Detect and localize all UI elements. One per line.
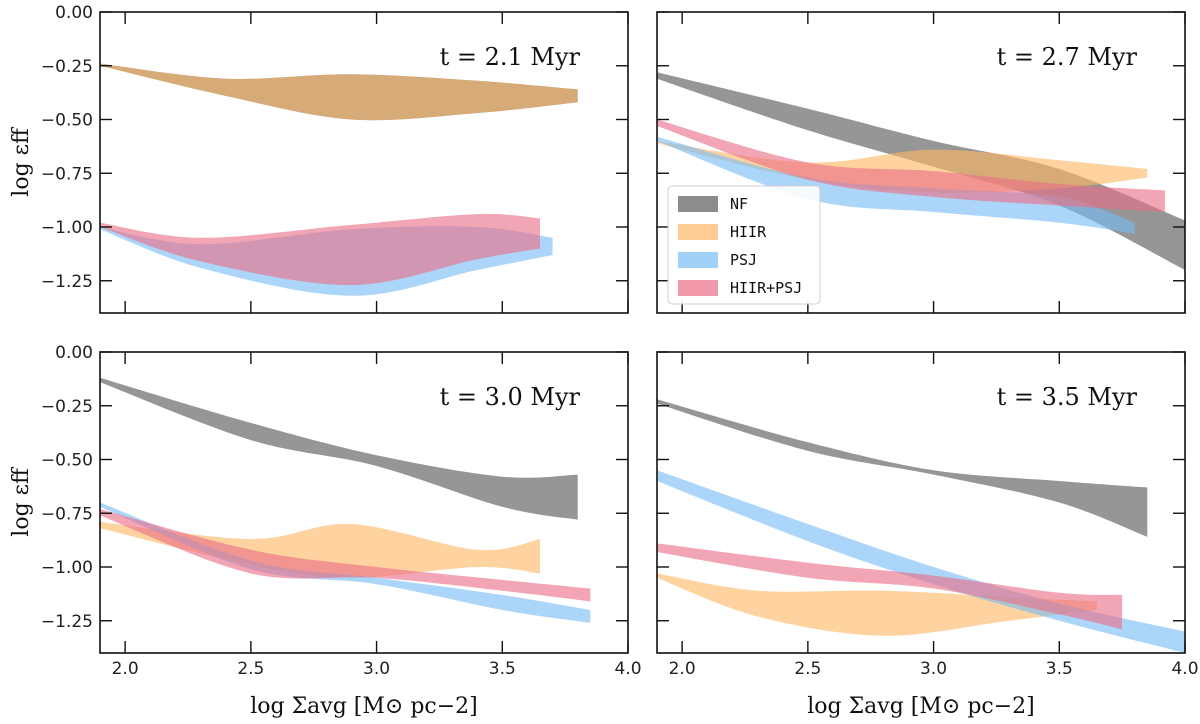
panel-time-label: t = 3.0 Myr <box>440 383 581 411</box>
band-psj <box>657 136 1135 234</box>
bands <box>657 72 1185 270</box>
x-tick-label: 4.0 <box>614 659 641 679</box>
legend-label-hiir-psj: HIIR+PSJ <box>730 279 802 297</box>
x-tick-label: 2.5 <box>794 659 821 679</box>
band-nf <box>657 399 1148 537</box>
panel-4: 2.0 2.5 3.0 3.5 4.0 t = 3.5 Myr log Σavg [M⊙ p… <box>656 351 1199 719</box>
band-hiir <box>657 573 1097 636</box>
panel-1: 0.00 −0.25 −0.50 −0.75 −1.00 −1.25 t = 2.1 Myr… <box>9 3 629 314</box>
x-axis-label: log Σavg [M⊙ pc−2] <box>250 694 478 719</box>
legend-swatch-psj <box>678 252 718 268</box>
y-tick-label: −0.50 <box>41 111 93 131</box>
legend-label-nf: NF <box>730 195 748 213</box>
y-tick-label: −0.25 <box>41 57 93 77</box>
band-nf <box>100 377 578 520</box>
legend-swatch-hiir <box>678 224 718 240</box>
x-tick-label: 2.5 <box>237 659 264 679</box>
axes-frame <box>656 11 1186 314</box>
bands <box>100 377 591 623</box>
y-tick-label: −0.75 <box>41 504 93 524</box>
y-axis-label: log εff <box>9 127 34 197</box>
band-hiir-psj <box>657 119 1165 212</box>
panel-3: 2.0 2.5 3.0 3.5 4.0 0.00 −0.25 −0.50 −0.75 −1.00 −… <box>9 343 642 719</box>
x-tick-label: 3.0 <box>363 659 390 679</box>
legend-swatch-nf <box>678 196 718 212</box>
y-tick-label: −0.50 <box>41 451 93 471</box>
x-tick-label: 3.5 <box>1046 659 1073 679</box>
panel-time-label: t = 2.1 Myr <box>440 43 581 71</box>
legend: NF HIIR PSJ HIIR+PSJ <box>667 185 821 305</box>
legend-swatch-hiir-psj <box>678 280 718 296</box>
legend-label-hiir: HIIR <box>730 223 767 241</box>
x-axis-label: log Σavg [M⊙ pc−2] <box>807 694 1035 719</box>
y-tick-label: 0.00 <box>55 3 93 23</box>
legend-label-psj: PSJ <box>730 251 757 269</box>
band-nf <box>657 72 1185 270</box>
x-tick-label: 2.0 <box>112 659 139 679</box>
y-axis-label: log εff <box>9 467 34 537</box>
axes-frame <box>99 11 629 314</box>
band-hiir <box>100 521 540 578</box>
axes-frame <box>99 351 629 654</box>
bands <box>100 63 578 296</box>
x-tick-label: 3.0 <box>920 659 947 679</box>
x-tick-label: 3.5 <box>489 659 516 679</box>
band-hiir-psj <box>657 543 1123 630</box>
band-hiir <box>100 63 578 121</box>
y-tick-label: 0.00 <box>55 343 93 363</box>
panel-time-label: t = 2.7 Myr <box>997 43 1138 71</box>
band-hiir <box>657 141 1148 193</box>
y-tick-label: −0.25 <box>41 397 93 417</box>
x-tick-label: 4.0 <box>1171 659 1198 679</box>
band-hiir-psj <box>100 509 591 602</box>
axes-frame <box>656 351 1186 654</box>
panel-time-label: t = 3.5 Myr <box>997 383 1138 411</box>
band-psj <box>100 502 591 623</box>
x-tick-label: 2.0 <box>669 659 696 679</box>
y-tick-label: −1.25 <box>41 612 93 632</box>
y-tick-label: −0.75 <box>41 164 93 184</box>
panel-2: t = 2.7 Myr <box>656 11 1186 314</box>
legend-box <box>667 185 821 305</box>
bands <box>657 399 1185 653</box>
band-hiir-psj <box>100 213 540 286</box>
y-tick-label: −1.25 <box>41 272 93 292</box>
y-tick-label: −1.00 <box>41 218 93 238</box>
y-tick-label: −1.00 <box>41 558 93 578</box>
